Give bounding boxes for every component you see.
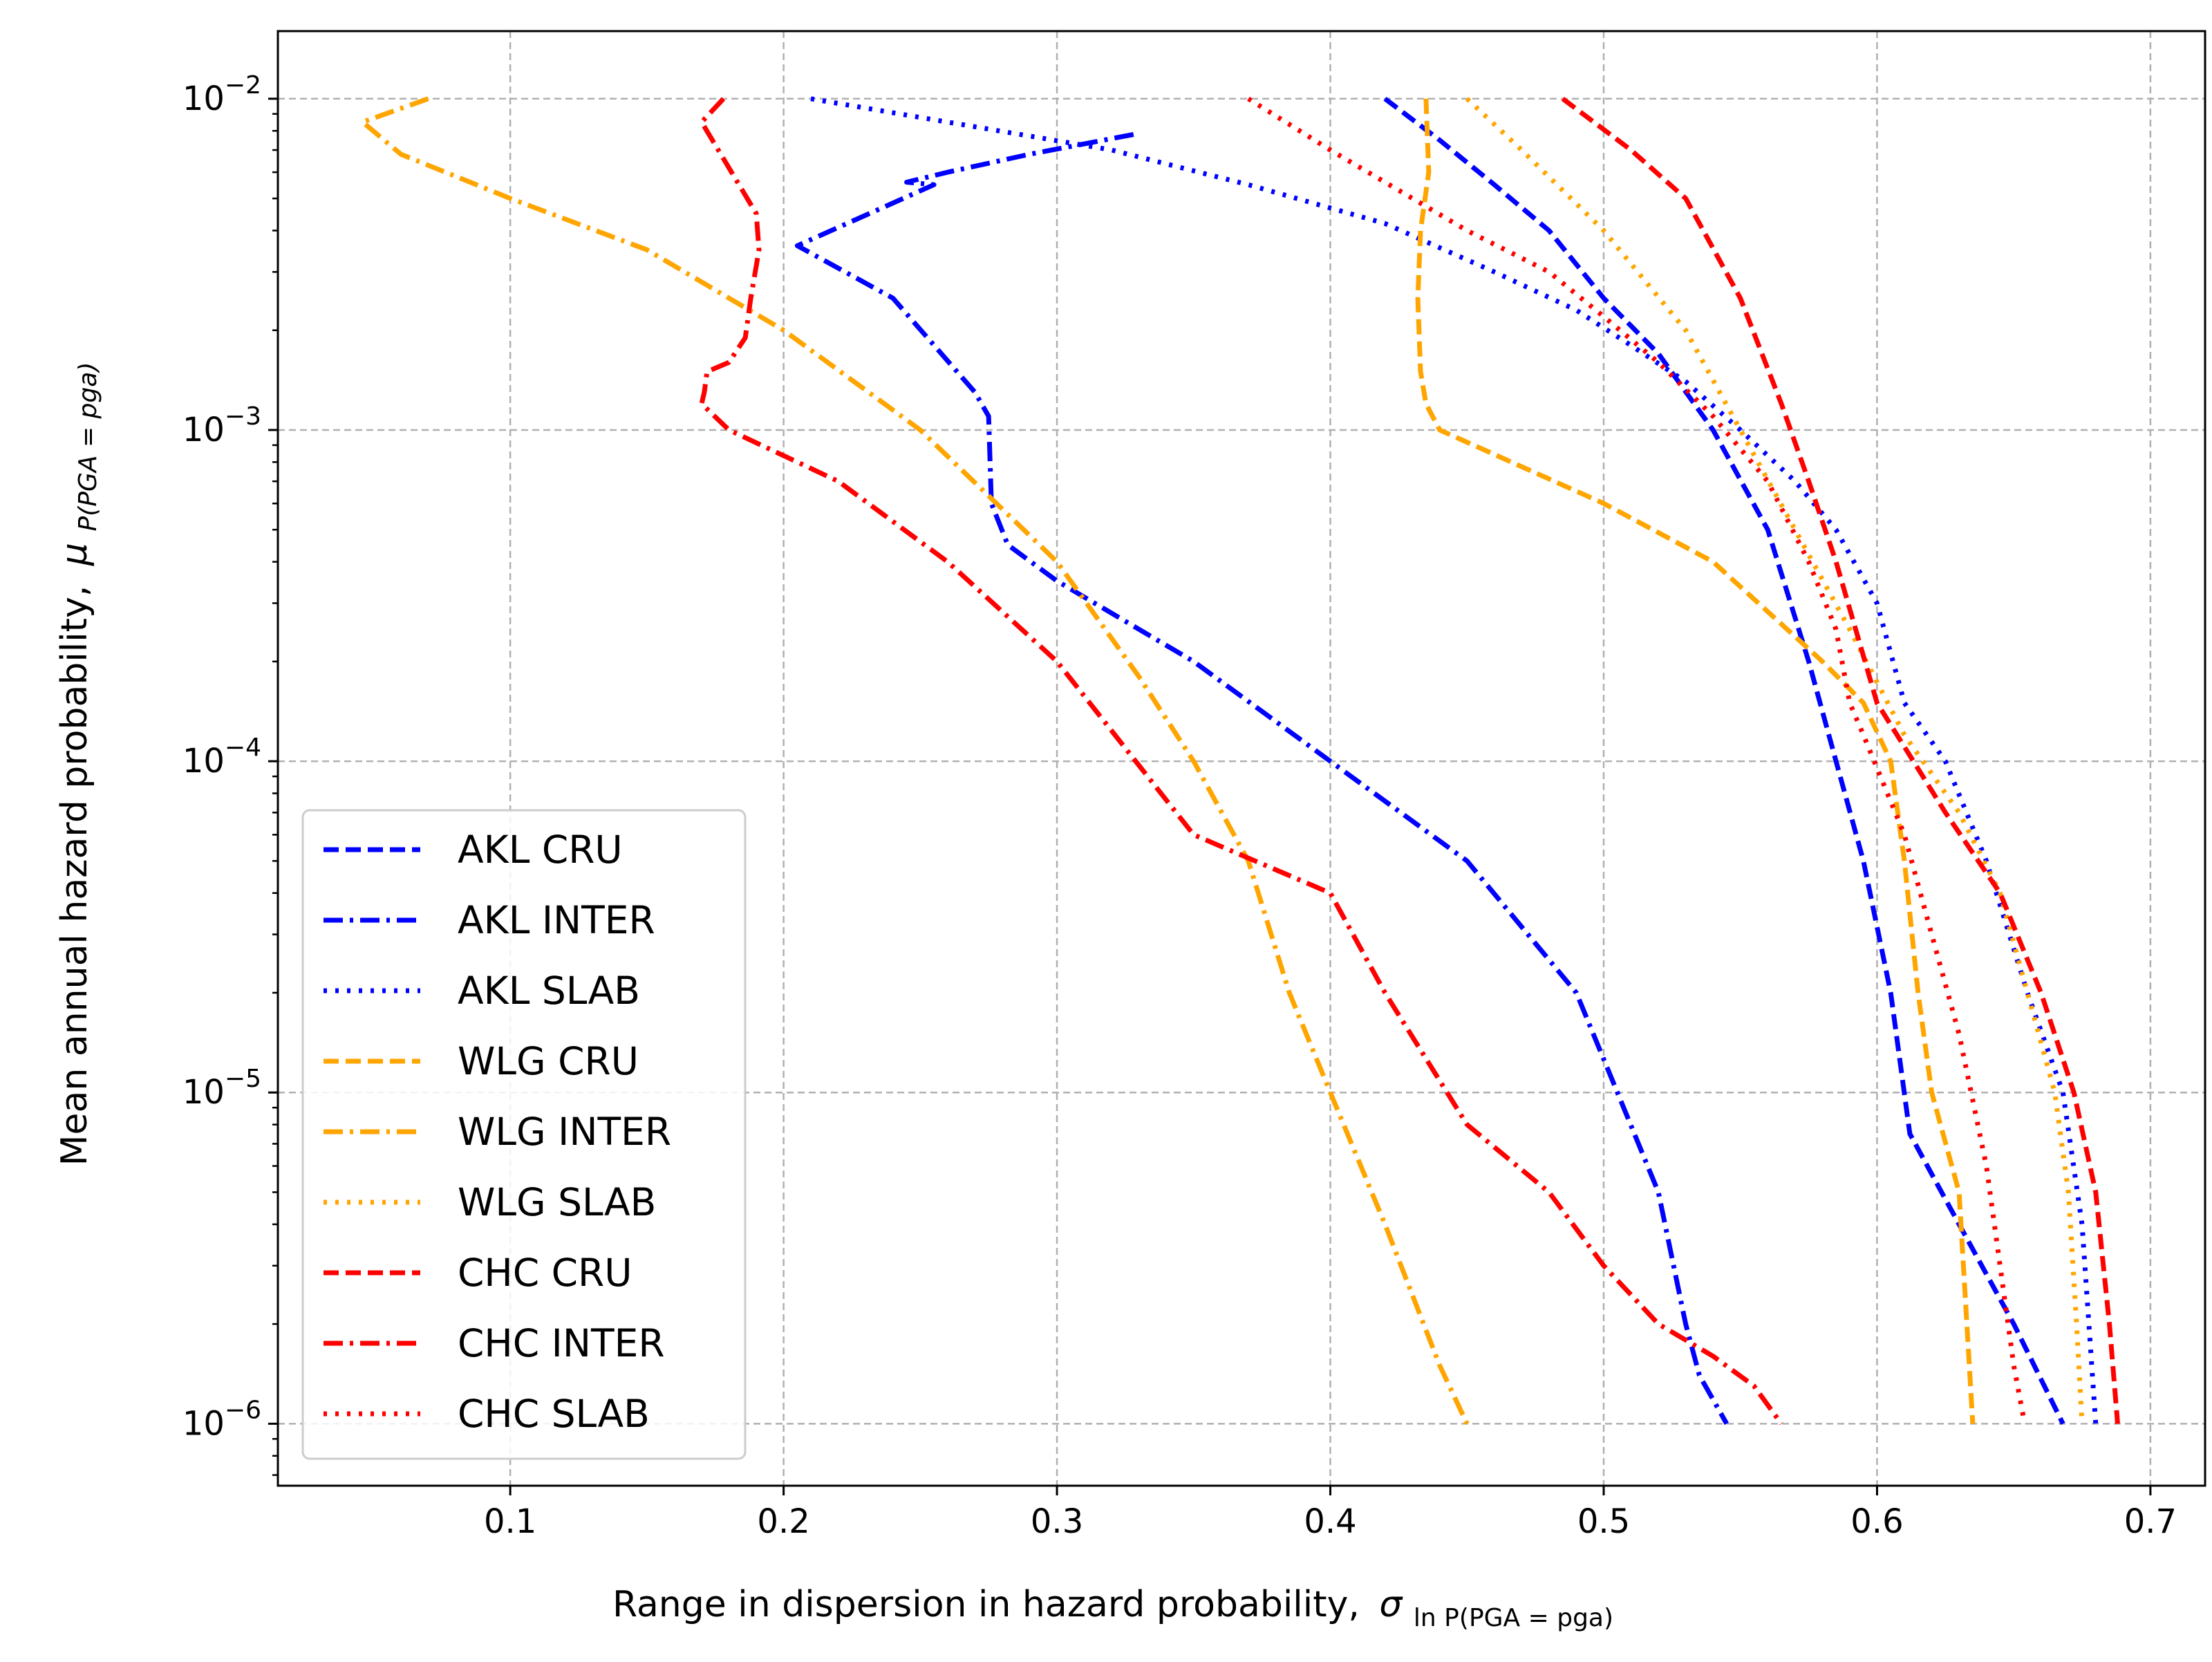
series-line-wlg-cru	[1415, 98, 1976, 1424]
series-layer	[360, 96, 2120, 1426]
x-tick-label-1: 0.2	[757, 1502, 809, 1541]
y-tick-label-3: 10−5	[182, 1065, 261, 1112]
x-tick-label-0: 0.1	[484, 1502, 536, 1541]
y-tick-label-0: 10−2	[182, 71, 261, 118]
y-tick-label-exponent: −2	[225, 71, 261, 100]
legend-label-chc-cru: CHC CRU	[458, 1251, 632, 1295]
legend-label-chc-slab: CHC SLAB	[458, 1392, 650, 1436]
x-axis-label: Range in dispersion in hazard probabilit…	[612, 1584, 1613, 1632]
legend: AKL CRU AKL INTER AKL SLAB WLG CRU WLG INTER…	[301, 809, 747, 1460]
y-tick-label-4: 10−6	[182, 1396, 261, 1443]
series-line-akl-slab	[810, 96, 2099, 1424]
series-line-chc-cru	[1561, 97, 2120, 1424]
x-tick-label-2: 0.3	[1031, 1502, 1083, 1541]
x-tick-label-5: 0.6	[1850, 1502, 1903, 1541]
series-line-chc-inter	[699, 97, 1783, 1426]
y-axis-label-symbol: μ	[54, 543, 95, 566]
y-tick-label-exponent: −6	[225, 1396, 261, 1424]
series-line-wlg-inter	[360, 96, 1470, 1425]
y-tick-label-base: 10	[182, 80, 225, 118]
x-tick-layer: 0.1 0.2 0.3 0.4 0.5 0.6 0.7	[484, 1486, 2177, 1541]
legend-label-chc-inter: CHC INTER	[458, 1321, 665, 1365]
y-tick-label-exponent: −3	[225, 402, 261, 431]
y-tick-label-2: 10−4	[182, 734, 261, 781]
legend-label-wlg-cru: WLG CRU	[458, 1039, 639, 1083]
y-tick-label-exponent: −4	[225, 734, 261, 762]
legend-entries: AKL CRU AKL INTER AKL SLAB WLG CRU WLG INTER…	[324, 828, 671, 1436]
y-axis-label-text: Mean annual hazard probability,	[54, 586, 95, 1166]
axes-frame	[276, 30, 2206, 1487]
y-tick-layer: 10−210−310−410−510−6	[182, 71, 278, 1476]
y-tick-label-base: 10	[182, 1404, 225, 1443]
series-line-akl-cru	[1383, 97, 2065, 1425]
series-line-wlg-slab	[1465, 97, 2085, 1424]
x-tick-label-4: 0.5	[1577, 1502, 1630, 1541]
series-line-chc-slab	[1247, 96, 2027, 1425]
legend-label-akl-slab: AKL SLAB	[458, 969, 640, 1013]
x-tick-label-3: 0.4	[1304, 1502, 1356, 1541]
legend-box	[301, 809, 747, 1460]
x-axis-label-subscript: ln P(PGA = pga)	[1414, 1604, 1613, 1632]
y-tick-label-base: 10	[182, 411, 225, 449]
legend-label-akl-inter: AKL INTER	[458, 898, 655, 942]
x-tick-label-6: 0.7	[2124, 1502, 2177, 1541]
y-axis-label: Mean annual hazard probability, μ P(PGA …	[54, 362, 102, 1166]
y-axis-label-subscript: P(PGA = pga)	[74, 362, 102, 532]
legend-label-wlg-slab: WLG SLAB	[458, 1180, 656, 1224]
x-axis-label-symbol: σ	[1379, 1584, 1403, 1625]
x-axis-label-text: Range in dispersion in hazard probabilit…	[612, 1584, 1360, 1625]
y-tick-label-base: 10	[182, 1073, 225, 1112]
y-tick-label-base: 10	[182, 742, 225, 781]
legend-label-wlg-inter: WLG INTER	[458, 1110, 671, 1154]
y-tick-label-1: 10−3	[182, 402, 261, 449]
y-tick-label-exponent: −5	[225, 1065, 261, 1093]
legend-label-akl-cru: AKL CRU	[458, 828, 623, 872]
